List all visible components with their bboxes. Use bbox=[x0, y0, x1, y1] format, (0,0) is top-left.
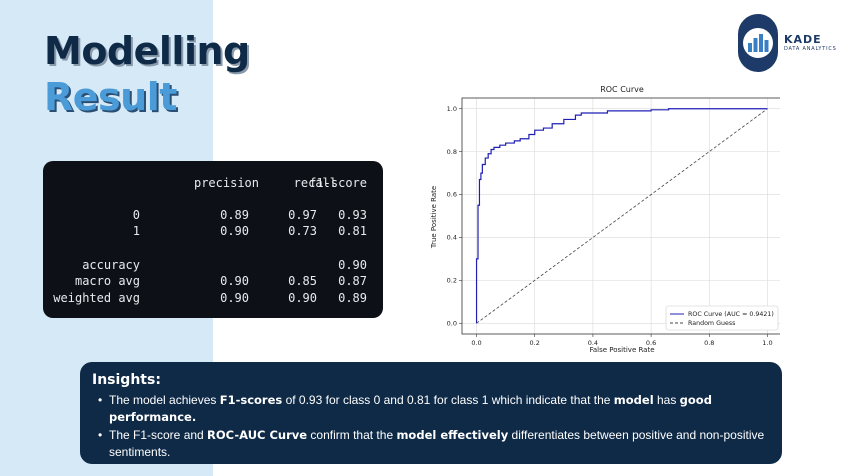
y-tick-label: 0.6 bbox=[447, 191, 457, 199]
report-cell: 0.97 bbox=[288, 208, 317, 222]
title-line-1: Modelling bbox=[44, 29, 250, 73]
report-row-label: weighted avg bbox=[53, 291, 140, 305]
x-axis-label: False Positive Rate bbox=[589, 346, 654, 354]
y-tick-label: 0.8 bbox=[447, 148, 457, 156]
logo-name: KADE bbox=[784, 33, 822, 46]
x-tick-label: 0.8 bbox=[704, 339, 714, 347]
legend-box bbox=[665, 305, 779, 331]
insights-heading: Insights: bbox=[92, 372, 161, 388]
y-axis-label: True Positive Rate bbox=[430, 186, 438, 249]
title-line-2: Result bbox=[44, 75, 177, 119]
roc-curve-line bbox=[475, 108, 768, 324]
report-cell: 0.87 bbox=[338, 274, 367, 288]
random-guess-line bbox=[476, 108, 768, 324]
report-cell: 0.90 bbox=[338, 258, 367, 272]
report-header-recall: recall bbox=[293, 176, 337, 190]
plot-frame bbox=[461, 97, 780, 335]
report-cell: 0.89 bbox=[338, 291, 367, 305]
report-cell: 0.90 bbox=[288, 291, 317, 305]
insight-item: The model achieves F1-scores of 0.93 for… bbox=[98, 392, 774, 426]
report-row-label: accuracy bbox=[82, 258, 140, 272]
roc-chart: ROC Curve 0.0 0.2 0.4 0.6 0.8 1.0 0.0 0.2 0.4 0.6… bbox=[430, 85, 780, 354]
report-header-precision: precision bbox=[193, 176, 259, 190]
y-tick-label: 0.0 bbox=[447, 319, 457, 327]
report-row-label: macro avg bbox=[74, 274, 140, 288]
report-cell: 0.85 bbox=[288, 274, 317, 288]
report-cell: 0.81 bbox=[338, 224, 367, 238]
y-tick-label: 0.4 bbox=[447, 234, 457, 242]
insights-box: Insights: The model achieves F1-scores o… bbox=[80, 362, 782, 464]
report-cell: 0.90 bbox=[220, 224, 249, 238]
report-cell: 0.73 bbox=[288, 224, 317, 238]
y-tick-label: 0.2 bbox=[447, 277, 457, 285]
logo-badge bbox=[738, 14, 778, 72]
report-cell: 0.90 bbox=[220, 274, 249, 288]
report-header-f1: f1-score bbox=[309, 176, 367, 190]
classification-report: precision recall f1-score 0 0.89 0.97 0.… bbox=[43, 161, 383, 318]
x-tick-label: 1.0 bbox=[762, 339, 772, 347]
x-tick-label: 0.0 bbox=[471, 339, 481, 347]
chart-title: ROC Curve bbox=[600, 85, 644, 94]
slide-title: Modelling Result bbox=[44, 28, 250, 120]
chart-ticks: 0.0 0.2 0.4 0.6 0.8 1.0 0.0 0.2 0.4 0.6 0.8 1.0 bbox=[447, 105, 773, 347]
report-cell: 0.89 bbox=[220, 208, 249, 222]
report-row-label: 0 bbox=[132, 208, 140, 222]
chart-legend: ROC Curve (AUC = 0.9421) Random Guess bbox=[665, 305, 779, 331]
report-row-label: 1 bbox=[132, 224, 140, 238]
insights-list: The model achieves F1-scores of 0.93 for… bbox=[98, 392, 774, 462]
y-tick-label: 1.0 bbox=[447, 105, 457, 113]
report-cell: 0.93 bbox=[338, 208, 367, 222]
report-cell: 0.90 bbox=[220, 291, 249, 305]
chart-series bbox=[475, 108, 768, 324]
insight-item: The F1-score and ROC-AUC Curve confirm t… bbox=[98, 427, 774, 461]
x-tick-label: 0.4 bbox=[588, 339, 598, 347]
x-tick-label: 0.2 bbox=[530, 339, 540, 347]
bar-chart-icon bbox=[748, 34, 769, 52]
legend-entry: ROC Curve (AUC = 0.9421) bbox=[688, 311, 774, 318]
legend-entry: Random Guess bbox=[688, 320, 735, 327]
x-tick-label: 0.6 bbox=[646, 339, 656, 347]
kade-logo: KADE DATA ANALYTICS bbox=[738, 14, 837, 72]
logo-subtitle: DATA ANALYTICS bbox=[784, 46, 837, 52]
